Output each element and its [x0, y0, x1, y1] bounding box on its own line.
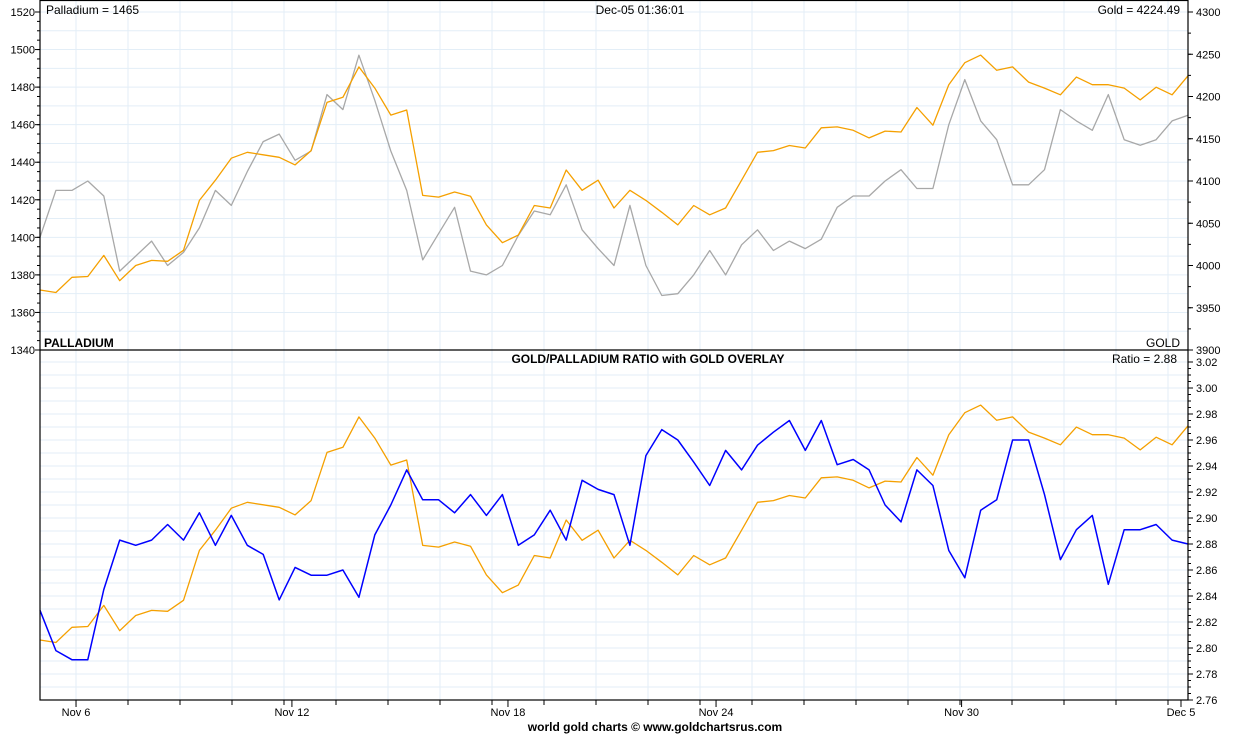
axes: 1340 1360 1380 1400 1420 1440 1460 1480 1500 1520…: [11, 0, 1220, 719]
ratio-line: [39, 419, 1189, 661]
x-tick-label: Nov 18: [491, 707, 526, 719]
palladium-tick-label: 1500: [11, 45, 35, 57]
palladium-tick-label: 1380: [11, 270, 35, 282]
ratio-panel-title: GOLD/PALLADIUM RATIO with GOLD OVERLAY: [511, 352, 784, 366]
palladium-line: [39, 54, 1189, 297]
ratio-tick-label: 2.80: [1196, 643, 1217, 655]
gold-tick-label: 4200: [1196, 92, 1220, 104]
footer-credit: world gold charts © www.goldchartsrus.co…: [527, 720, 782, 734]
x-tick-label: Nov 12: [274, 707, 309, 719]
palladium-tick-label: 1400: [11, 232, 35, 244]
x-tick-label: Dec 5: [1167, 707, 1196, 719]
timestamp: Dec-05 01:36:01: [596, 3, 685, 17]
palladium-tick-label: 1360: [11, 307, 35, 319]
gold-tick-label: 4000: [1196, 261, 1220, 273]
ratio-tick-label: 2.98: [1196, 409, 1217, 421]
series-layer: [39, 54, 1189, 661]
palladium-tick-label: 1460: [11, 120, 35, 132]
ratio-readout: Ratio = 2.88: [1112, 352, 1177, 366]
ratio-tick-label: 2.76: [1196, 695, 1217, 707]
x-tick-label: Nov 24: [699, 707, 734, 719]
gold-overlay-line: [39, 404, 1189, 644]
gold-axis-label: GOLD: [1146, 336, 1180, 350]
gold-tick-label: 3900: [1196, 345, 1220, 357]
ratio-tick-label: 3.02: [1196, 357, 1217, 369]
ratio-tick-label: 2.82: [1196, 617, 1217, 629]
gold-tick-label: 4300: [1196, 7, 1220, 19]
palladium-axis-label: PALLADIUM: [44, 336, 114, 350]
ratio-tick-label: 2.86: [1196, 565, 1217, 577]
gold-readout: Gold = 4224.49: [1098, 3, 1181, 17]
gold-line: [39, 54, 1189, 294]
palladium-tick-label: 1520: [11, 7, 35, 19]
gold-tick-label: 3950: [1196, 303, 1220, 315]
gold-tick-label: 4100: [1196, 176, 1220, 188]
ratio-tick-label: 2.96: [1196, 435, 1217, 447]
ratio-tick-label: 2.88: [1196, 539, 1217, 551]
ratio-tick-label: 2.90: [1196, 513, 1217, 525]
ratio-tick-label: 2.78: [1196, 669, 1217, 681]
x-tick-label: Nov 30: [944, 707, 979, 719]
x-tick-label: Nov 6: [62, 707, 91, 719]
palladium-tick-label: 1480: [11, 82, 35, 94]
palladium-tick-label: 1440: [11, 157, 35, 169]
gold-tick-label: 4050: [1196, 218, 1220, 230]
gold-tick-label: 4250: [1196, 49, 1220, 61]
ratio-tick-label: 2.84: [1196, 591, 1217, 603]
palladium-tick-label: 1420: [11, 195, 35, 207]
ratio-tick-label: 3.00: [1196, 383, 1217, 395]
palladium-readout: Palladium = 1465: [46, 3, 139, 17]
palladium-tick-label: 1340: [11, 345, 35, 357]
ratio-tick-label: 2.92: [1196, 487, 1217, 499]
gold-tick-label: 4150: [1196, 134, 1220, 146]
ratio-tick-label: 2.94: [1196, 461, 1217, 473]
